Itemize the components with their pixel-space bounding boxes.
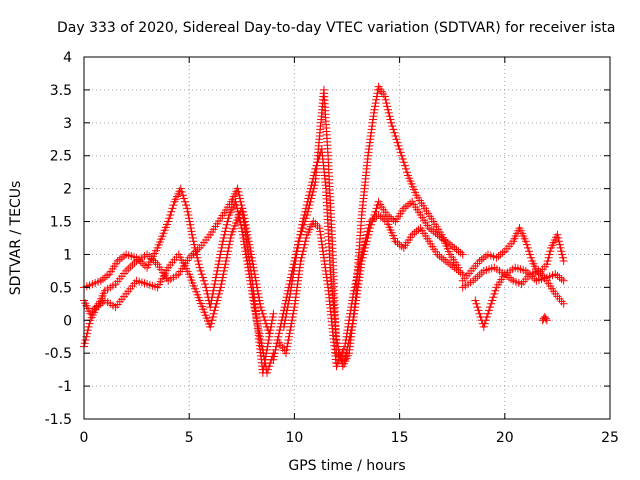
x-tick-label: 20 <box>496 430 514 446</box>
y-tick-label: 2.5 <box>50 149 72 165</box>
axis-ticks <box>83 56 611 420</box>
y-tick-label: 3 <box>63 116 72 132</box>
series-track-9 <box>471 266 568 331</box>
data-point-markers <box>273 211 467 371</box>
y-tick-label: -0.5 <box>45 346 72 362</box>
series-track-3 <box>80 204 278 377</box>
y-tick-label: 1.5 <box>50 215 72 231</box>
y-tick-labels: -1.5 -1 -0.5 0 0.5 1 1.5 2 2.5 3 3.5 4 <box>45 50 72 428</box>
y-axis-label: SDTVAR / TECUs <box>8 181 24 296</box>
grid-lines <box>83 56 611 420</box>
y-tick-label: 0.5 <box>50 280 72 296</box>
x-tick-label: 15 <box>391 430 409 446</box>
data-point-markers <box>471 266 568 331</box>
data-points <box>80 82 568 377</box>
x-tick-label: 0 <box>80 430 89 446</box>
data-point-markers <box>538 313 551 325</box>
data-point-markers <box>80 204 278 377</box>
series-track-10 <box>538 313 551 325</box>
y-tick-label: -1.5 <box>45 412 72 428</box>
x-axis-label: GPS time / hours <box>288 458 405 474</box>
x-tick-label: 10 <box>285 430 303 446</box>
data-point-markers <box>80 184 278 377</box>
series-track-1 <box>80 184 278 377</box>
series-track-6 <box>273 211 467 371</box>
y-tick-label: 3.5 <box>50 83 72 99</box>
x-tick-label: 25 <box>601 430 619 446</box>
y-tick-label: 0 <box>63 313 72 329</box>
plot-frame <box>83 56 611 420</box>
y-tick-label: 1 <box>63 247 72 263</box>
y-tick-label: -1 <box>58 379 72 395</box>
y-tick-label: 2 <box>63 182 72 198</box>
chart-title: Day 333 of 2020, Sidereal Day-to-day VTE… <box>57 20 615 36</box>
x-tick-label: 5 <box>185 430 194 446</box>
x-tick-labels: 0 5 10 15 20 25 <box>80 430 619 446</box>
y-tick-label: 4 <box>63 50 72 66</box>
